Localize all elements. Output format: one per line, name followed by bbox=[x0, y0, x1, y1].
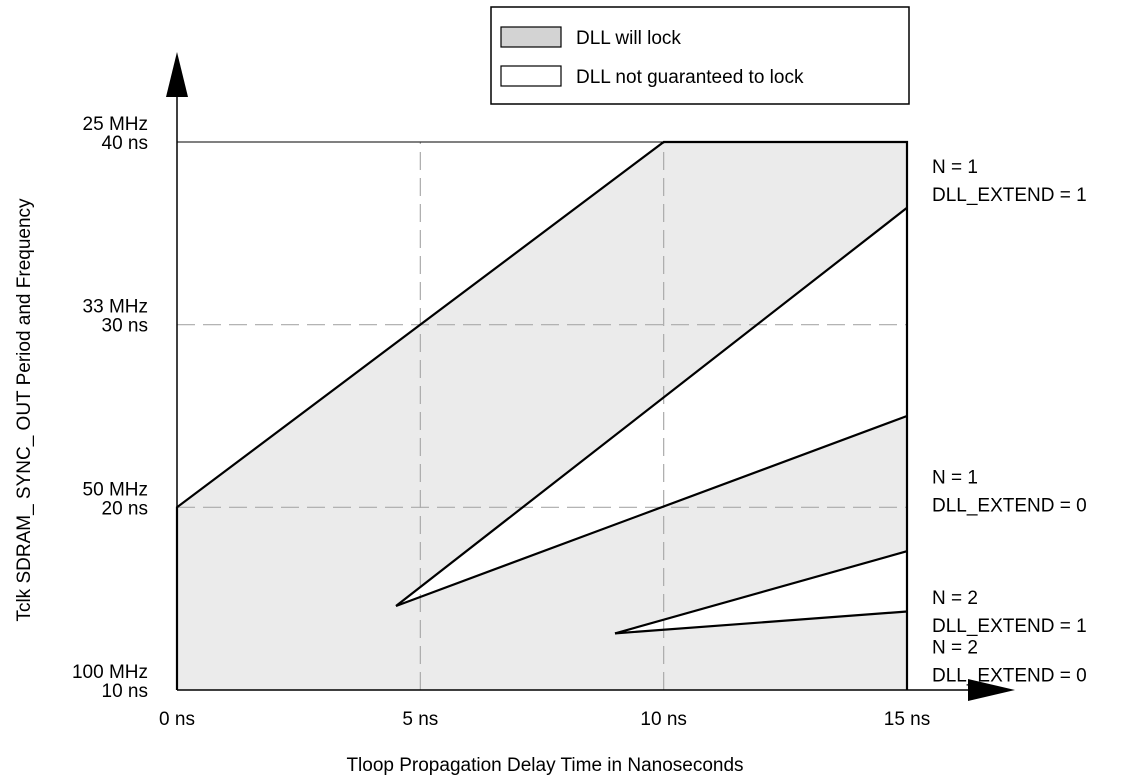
y-tick-period: 30 ns bbox=[102, 316, 148, 337]
x-tick-label: 0 ns bbox=[159, 709, 195, 730]
annotation-line: N = 2 bbox=[932, 637, 978, 658]
annotation-line: N = 1 bbox=[932, 157, 978, 178]
region-dll-will-lock bbox=[177, 142, 907, 690]
annotation-line: N = 2 bbox=[932, 588, 978, 609]
legend-box bbox=[490, 6, 910, 105]
annotation-line: DLL_EXTEND = 1 bbox=[932, 185, 1087, 206]
x-axis-arrow-icon bbox=[968, 679, 1015, 701]
y-tick-period: 20 ns bbox=[102, 498, 148, 519]
boundary-line-5 bbox=[614, 610, 908, 635]
y-tick-period: 10 ns bbox=[102, 681, 148, 702]
grid-layer bbox=[177, 141, 907, 690]
boundary-line-4 bbox=[614, 550, 908, 635]
x-axis-title: Tloop Propagation Delay Time in Nanoseco… bbox=[346, 755, 743, 776]
x-tick-label: 15 ns bbox=[884, 709, 930, 730]
y-tick-frequency: 50 MHz bbox=[83, 479, 148, 500]
annotation-3: N = 2 DLL_EXTEND = 1 bbox=[932, 588, 1087, 637]
boundary-line-3 bbox=[395, 414, 908, 608]
y-tick-period: 40 ns bbox=[102, 133, 148, 154]
y-tick-frequency: 33 MHz bbox=[83, 297, 148, 318]
annotation-1: N = 1 DLL_EXTEND = 1 bbox=[932, 157, 1087, 206]
annotation-2: N = 1 DLL_EXTEND = 0 bbox=[932, 468, 1087, 517]
fill-layer bbox=[177, 142, 907, 690]
x-tick-label: 5 ns bbox=[402, 709, 438, 730]
legend-label-not-lock: DLL not guaranteed to lock bbox=[576, 67, 804, 88]
y-axis-title: Tclk SDRAM_ SYNC_ OUT Period and Frequen… bbox=[14, 198, 35, 622]
annotation-line: DLL_EXTEND = 1 bbox=[932, 616, 1087, 637]
legend-swatch-lock bbox=[500, 26, 562, 48]
annotation-line: DLL_EXTEND = 0 bbox=[932, 496, 1087, 517]
annotation-4: N = 2 DLL_EXTEND = 0 bbox=[932, 637, 1087, 686]
legend: DLL will lock DLL not guaranteed to lock bbox=[490, 6, 910, 105]
x-tick-label: 10 ns bbox=[640, 709, 686, 730]
annotation-line: N = 1 bbox=[932, 468, 978, 489]
legend-swatch-not-lock bbox=[500, 65, 562, 87]
boundary-line-2 bbox=[395, 206, 908, 607]
y-tick-frequency: 100 MHz bbox=[72, 662, 148, 683]
legend-label-lock: DLL will lock bbox=[576, 28, 681, 49]
y-axis-arrow-icon bbox=[166, 52, 188, 97]
annotation-line: DLL_EXTEND = 0 bbox=[932, 665, 1087, 686]
y-tick-frequency: 25 MHz bbox=[83, 114, 148, 135]
